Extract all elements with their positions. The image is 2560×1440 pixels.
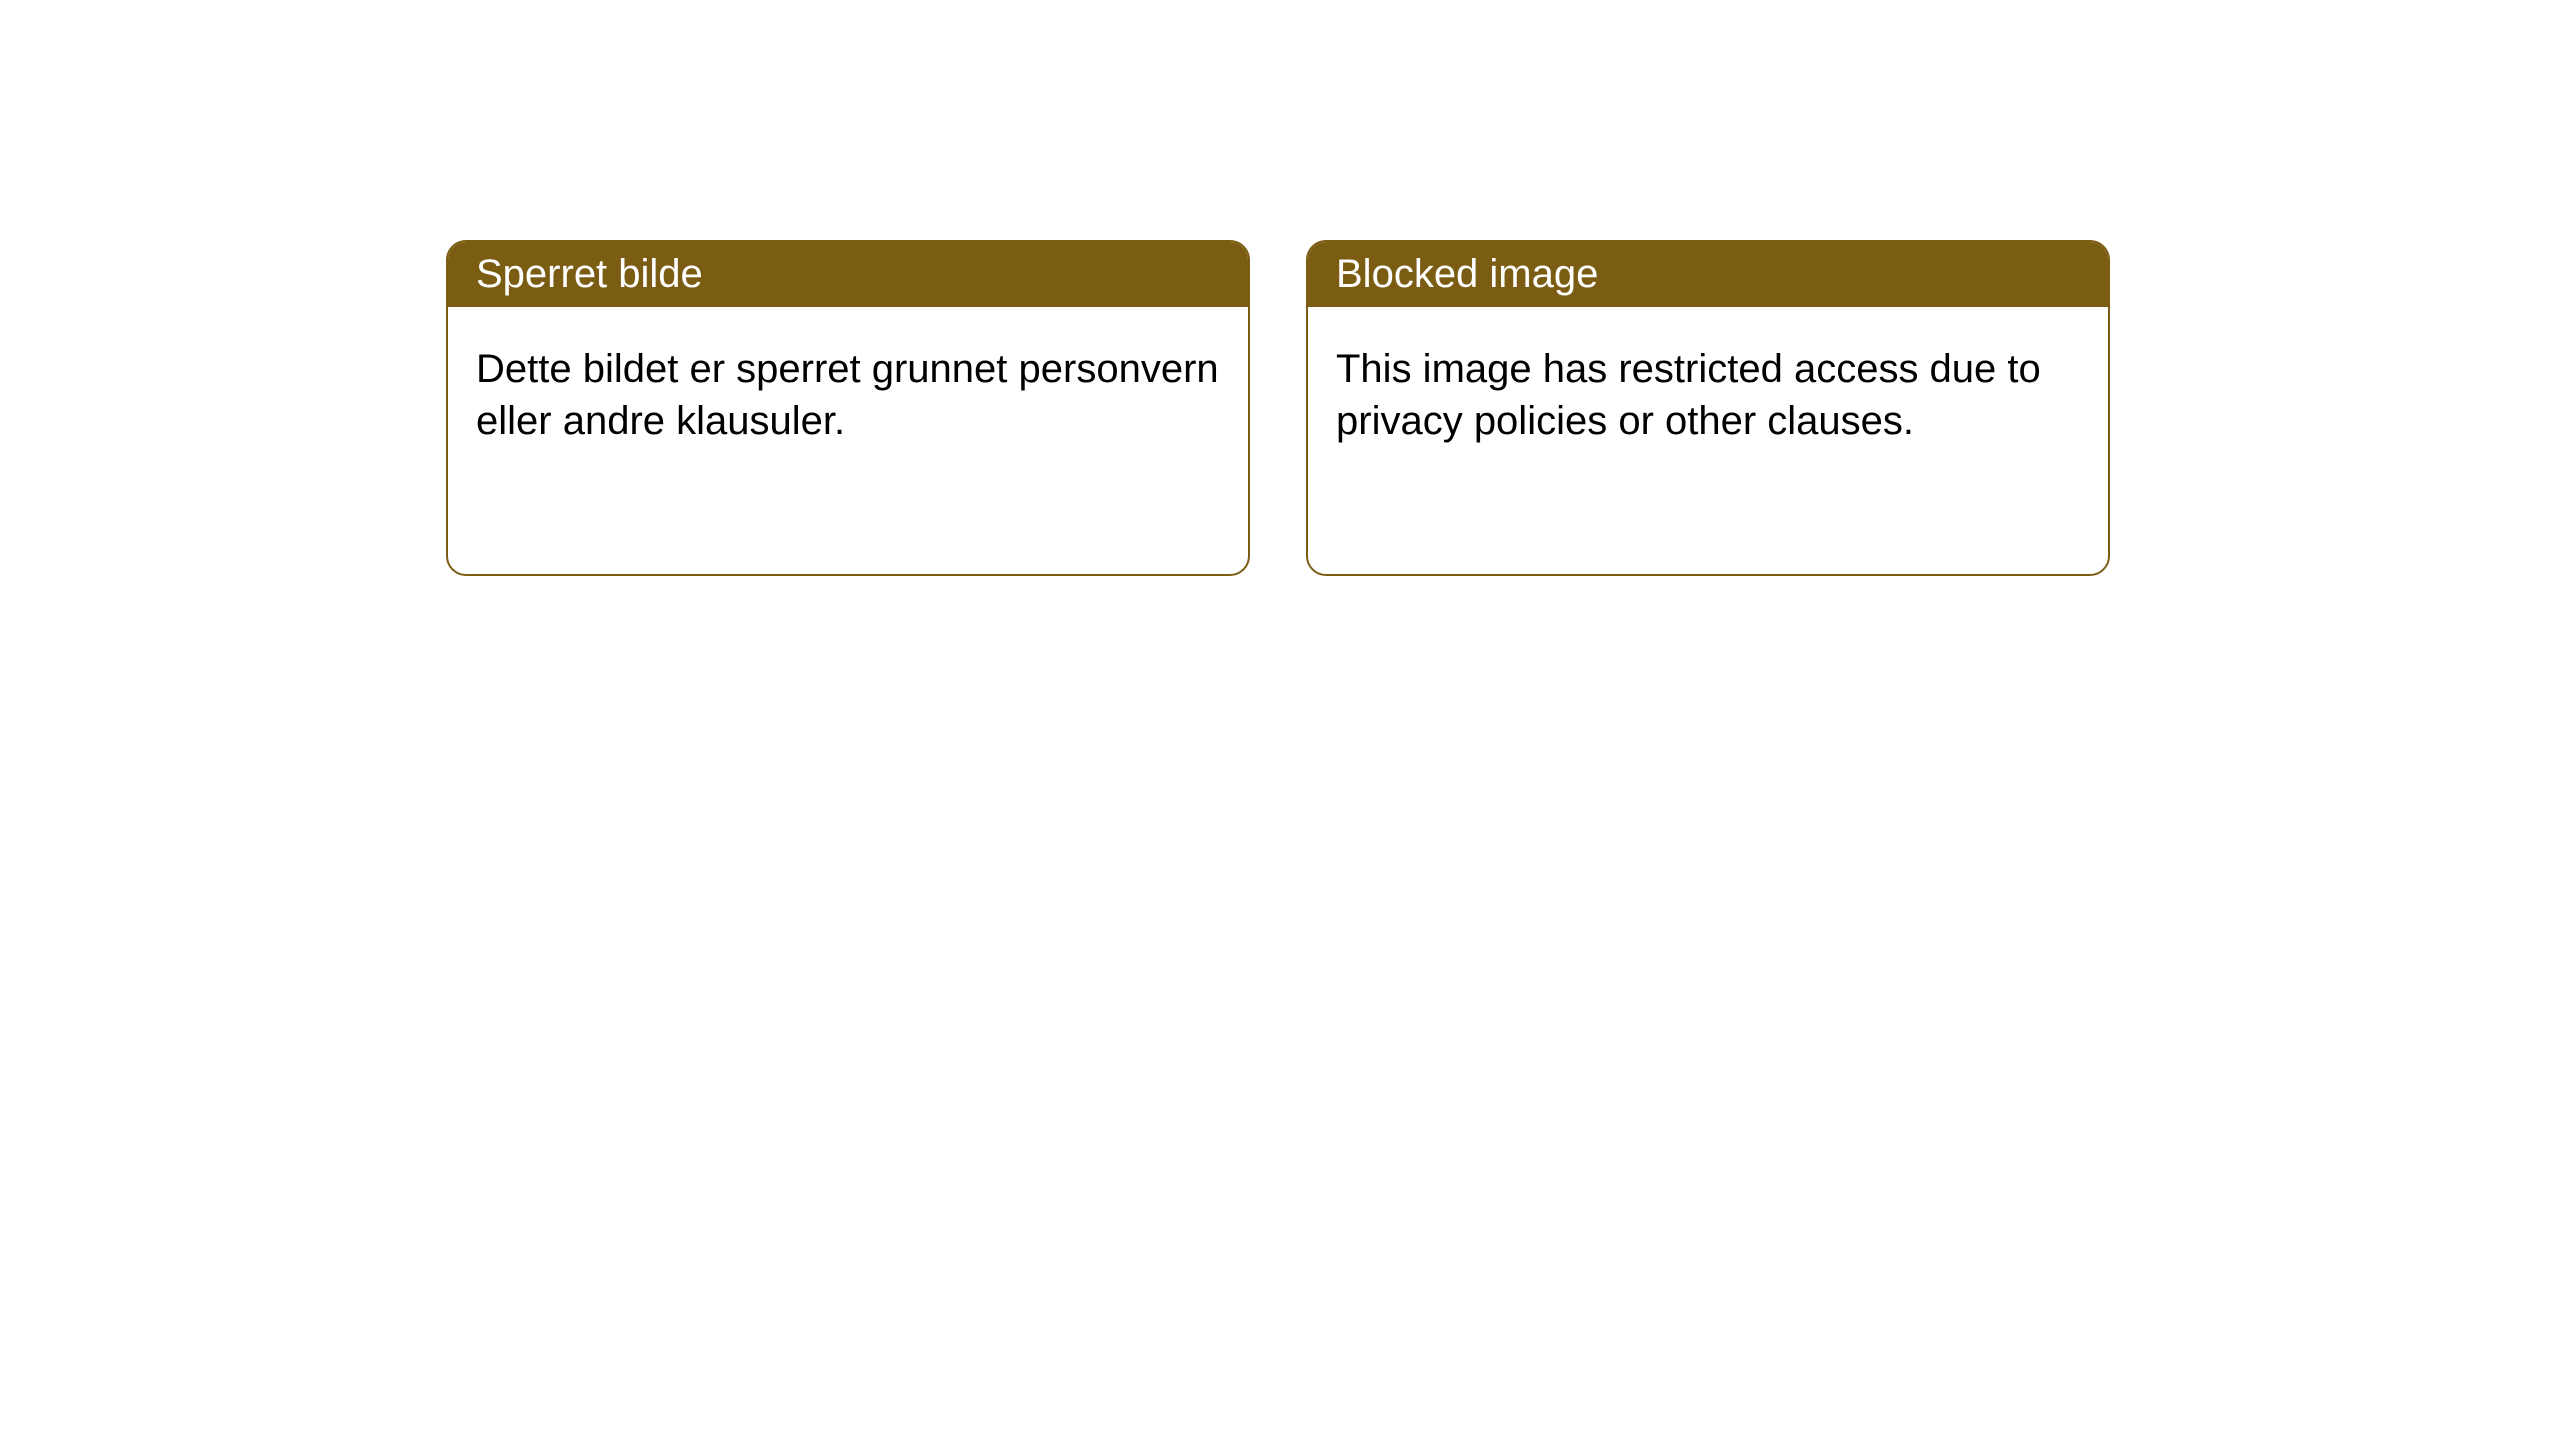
card-title-en: Blocked image: [1336, 252, 1598, 296]
blocked-image-card-en: Blocked image This image has restricted …: [1306, 240, 2110, 576]
card-header-en: Blocked image: [1308, 242, 2108, 307]
card-title-no: Sperret bilde: [476, 252, 703, 296]
card-container: Sperret bilde Dette bildet er sperret gr…: [0, 0, 2560, 576]
blocked-image-card-no: Sperret bilde Dette bildet er sperret gr…: [446, 240, 1250, 576]
card-body-text-en: This image has restricted access due to …: [1336, 347, 2041, 443]
card-body-no: Dette bildet er sperret grunnet personve…: [448, 307, 1248, 483]
card-body-text-no: Dette bildet er sperret grunnet personve…: [476, 347, 1219, 443]
card-header-no: Sperret bilde: [448, 242, 1248, 307]
card-body-en: This image has restricted access due to …: [1308, 307, 2108, 483]
